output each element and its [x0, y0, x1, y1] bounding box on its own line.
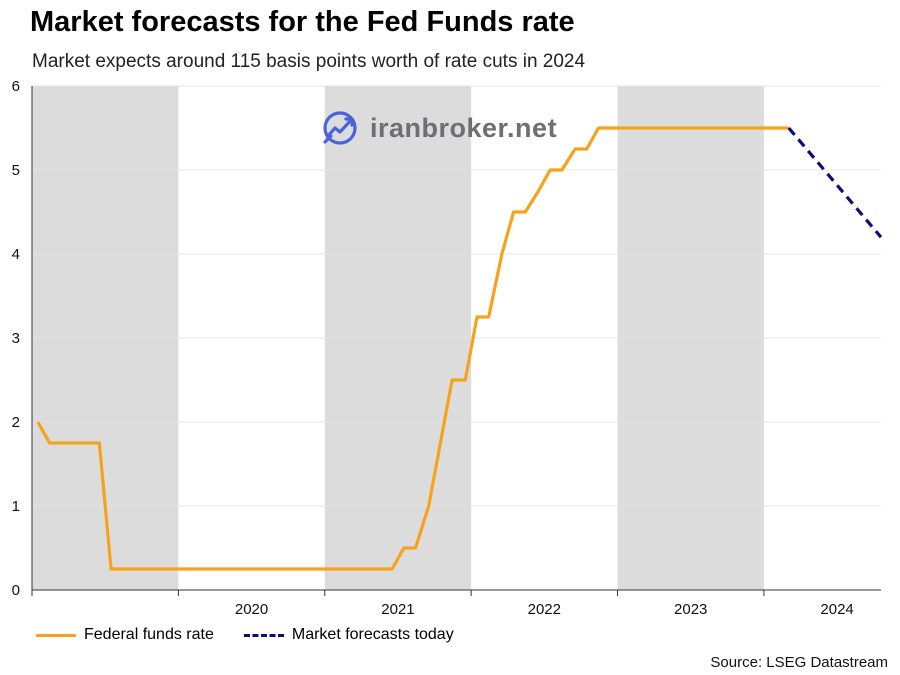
- market-forecast-line: [787, 126, 883, 239]
- data-series: [36, 126, 883, 571]
- x-tick-label: 2021: [381, 601, 414, 618]
- legend-swatch-solid: [36, 633, 76, 637]
- y-tick-label: 0: [12, 582, 20, 599]
- source-note: Source: LSEG Datastream: [710, 654, 888, 671]
- legend-item-forecast: Market forecasts today: [243, 626, 454, 644]
- legend-item-fed-funds: Federal funds rate: [36, 626, 214, 644]
- x-axis-ticks: 2020 2021 2022 2023 2024: [31, 590, 854, 618]
- y-tick-label: 1: [12, 498, 20, 515]
- y-axis-ticks: 0 1 2 3 4 5 6: [12, 78, 20, 599]
- broker-logo-icon: [323, 111, 357, 145]
- chart-title: Market forecasts for the Fed Funds rate: [30, 6, 575, 38]
- x-tick-label: 2020: [235, 601, 268, 618]
- chart-legend: Federal funds rate Market forecasts toda…: [36, 626, 484, 644]
- y-tick-label: 5: [12, 162, 20, 179]
- watermark: iranbroker.net: [322, 110, 557, 146]
- watermark-text: iranbroker.net: [370, 112, 558, 143]
- y-tick-label: 2: [12, 414, 20, 431]
- chart-subtitle: Market expects around 115 basis points w…: [32, 51, 586, 72]
- x-tick-label: 2023: [674, 601, 707, 618]
- fed-funds-rate-line: [36, 126, 789, 571]
- y-tick-label: 3: [12, 330, 20, 347]
- y-tick-label: 6: [12, 78, 20, 95]
- x-tick-label: 2022: [528, 601, 561, 618]
- legend-label-forecast: Market forecasts today: [291, 626, 454, 643]
- legend-swatch-dashed: [243, 633, 284, 637]
- x-tick-label: 2024: [820, 601, 853, 618]
- legend-label-fed-funds: Federal funds rate: [84, 626, 214, 643]
- gridlines: [31, 85, 881, 591]
- y-tick-label: 4: [12, 246, 20, 263]
